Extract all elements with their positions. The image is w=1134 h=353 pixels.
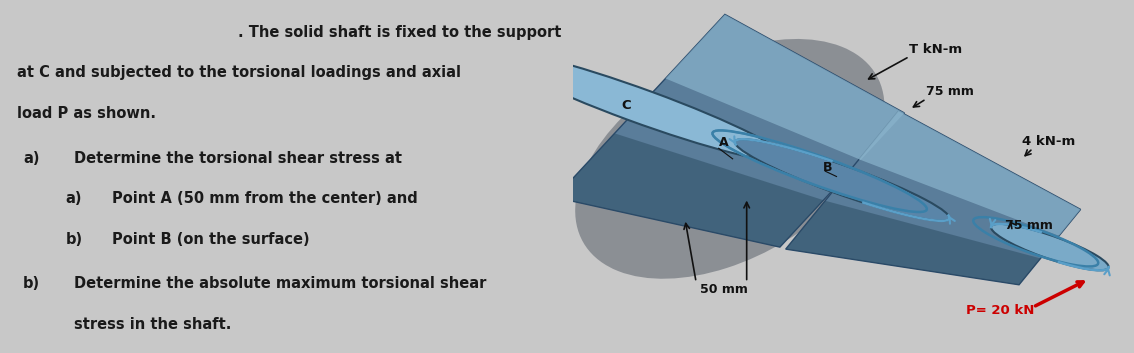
Text: 4 kN-m: 4 kN-m (1022, 135, 1075, 148)
Polygon shape (786, 111, 1081, 285)
Text: 75 mm: 75 mm (926, 85, 974, 98)
Text: Point A (50 mm from the center) and: Point A (50 mm from the center) and (111, 191, 417, 206)
Text: at C and subjected to the torsional loadings and axial: at C and subjected to the torsional load… (17, 65, 462, 80)
Text: . The solid shaft is fixed to the support: . The solid shaft is fixed to the suppor… (238, 25, 561, 40)
Text: Point B (on the surface): Point B (on the surface) (111, 232, 310, 247)
Text: b): b) (23, 276, 40, 291)
Text: Determine the torsional shear stress at: Determine the torsional shear stress at (75, 150, 403, 166)
Polygon shape (556, 14, 904, 247)
Ellipse shape (494, 51, 786, 161)
Text: T kN-m: T kN-m (909, 43, 963, 56)
Text: Determine the absolute maximum torsional shear: Determine the absolute maximum torsional… (75, 276, 486, 291)
Text: stress in the shaft.: stress in the shaft. (75, 317, 231, 332)
Text: A: A (719, 137, 729, 149)
Ellipse shape (735, 139, 949, 221)
Polygon shape (556, 133, 823, 247)
Ellipse shape (991, 224, 1109, 270)
Text: load P as shown.: load P as shown. (17, 106, 156, 121)
Text: a): a) (23, 150, 40, 166)
Text: a): a) (66, 191, 83, 206)
Text: 75 mm: 75 mm (1005, 220, 1052, 232)
Text: B: B (823, 161, 832, 174)
Polygon shape (666, 14, 904, 160)
Text: P= 20 kN: P= 20 kN (965, 304, 1034, 317)
Text: 50 mm: 50 mm (701, 283, 748, 296)
Polygon shape (860, 111, 1081, 236)
Text: b): b) (66, 232, 83, 247)
Ellipse shape (575, 39, 885, 279)
Text: C: C (621, 100, 631, 112)
Polygon shape (786, 201, 1041, 285)
